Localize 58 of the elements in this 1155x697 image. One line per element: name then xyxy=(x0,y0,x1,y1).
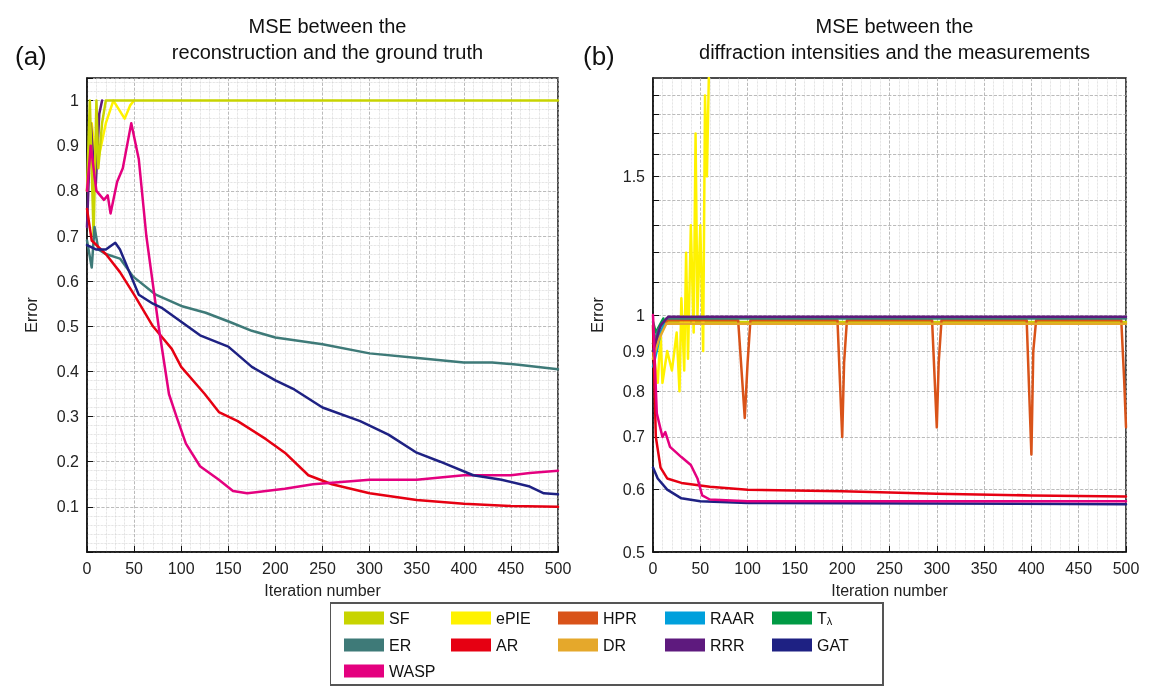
x-tick-label: 350 xyxy=(403,559,431,577)
text: (a) xyxy=(15,41,47,71)
y-tick-label: 0.5 xyxy=(56,317,80,335)
x-tick-label: 0 xyxy=(82,559,92,577)
y-tick-label: 0.7 xyxy=(622,428,646,446)
x-tick-label: 500 xyxy=(1112,559,1140,577)
x-tick-label: 400 xyxy=(450,559,478,577)
x-axis-title: Iteration number xyxy=(264,581,382,599)
y-tick-label: 1.5 xyxy=(622,167,646,185)
x-tick-label: 300 xyxy=(923,559,951,577)
x-tick-label: 200 xyxy=(262,559,289,577)
x-tick-label: 250 xyxy=(876,559,903,577)
y-axis-title: Error xyxy=(22,296,40,333)
y-axis-title: Error xyxy=(588,296,606,333)
y-tick-label: 0.7 xyxy=(56,227,80,245)
x-tick-label: 250 xyxy=(309,559,336,577)
legend-label: HPR xyxy=(603,609,637,627)
x-tick-label: 450 xyxy=(1065,559,1093,577)
text: (b) xyxy=(583,41,615,71)
chart-title: MSE between the diffraction intensities and the measurements xyxy=(699,15,1090,63)
x-tick-label: 400 xyxy=(1018,559,1045,577)
y-tick-label: 0.5 xyxy=(622,543,646,561)
y-tick-label: 0.3 xyxy=(56,408,80,426)
legend-label: WASP xyxy=(389,662,436,680)
x-tick-label: 200 xyxy=(828,559,856,577)
y-tick-label: 0.2 xyxy=(56,453,80,471)
x-tick-label: 500 xyxy=(544,559,572,577)
legend-label: DR xyxy=(603,636,627,654)
chart-title: MSE between the reconstruction and the ground truth xyxy=(171,15,484,63)
x-tick-label: 150 xyxy=(781,559,809,577)
y-tick-label: 0.6 xyxy=(622,481,646,499)
y-tick-label: 0.6 xyxy=(56,272,80,290)
x-tick-label: 350 xyxy=(970,559,998,577)
legend-label: Tλ xyxy=(817,609,833,627)
x-tick-label: 50 xyxy=(691,559,710,577)
x-tick-label: 0 xyxy=(648,559,658,577)
legend-label: AR xyxy=(496,636,519,654)
x-tick-label: 100 xyxy=(734,559,762,577)
legend-label: ER xyxy=(389,636,412,654)
x-tick-label: 150 xyxy=(214,559,242,577)
y-tick-label: 1 xyxy=(70,92,80,110)
legend-label: SF xyxy=(389,609,410,627)
y-tick-label: 0.1 xyxy=(56,498,80,516)
x-tick-label: 300 xyxy=(356,559,384,577)
y-tick-label: 1 xyxy=(636,306,646,324)
legend-label: GAT xyxy=(817,636,849,654)
x-tick-label: 450 xyxy=(497,559,525,577)
y-tick-label: 0.9 xyxy=(622,342,646,360)
y-tick-label: 0.4 xyxy=(56,362,80,380)
legend-label: RRR xyxy=(710,636,745,654)
x-tick-label: 50 xyxy=(125,559,144,577)
legend-label: RAAR xyxy=(710,609,755,627)
y-tick-label: 0.9 xyxy=(56,137,80,155)
y-tick-label: 0.8 xyxy=(622,382,646,400)
y-tick-label: 0.8 xyxy=(56,182,80,200)
legend-label: ePIE xyxy=(496,609,531,627)
x-tick-label: 100 xyxy=(167,559,195,577)
x-axis-title: Iteration number xyxy=(831,581,949,599)
